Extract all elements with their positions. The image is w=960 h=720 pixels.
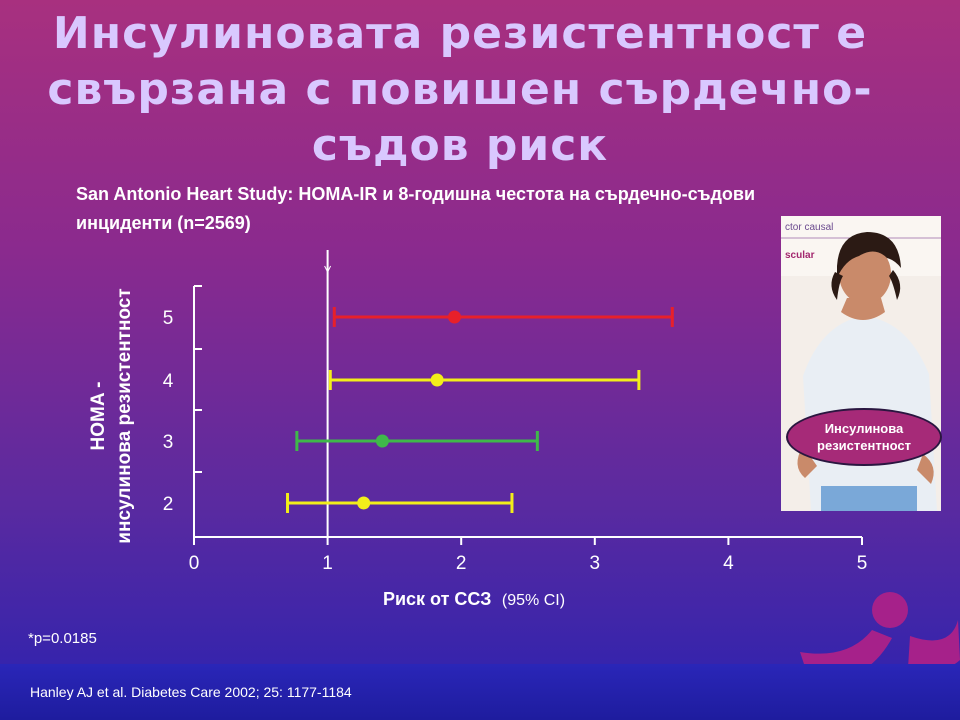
insulin-resistance-badge: Инсулинова резистентност (786, 408, 942, 466)
badge-line2: резистентност (817, 438, 911, 453)
x-tick-label-0: 0 (189, 553, 200, 574)
x-axis-label-suffix: (95% CI) (502, 592, 565, 609)
x-tick-label-2: 2 (456, 553, 467, 574)
point-estimate-5 (448, 310, 462, 324)
x-tick-label-5: 5 (857, 553, 868, 574)
x-tick-label-1: 1 (322, 553, 333, 574)
point-estimate-4 (430, 373, 444, 387)
y-axis-label-line2: инсулинова резистентност (114, 288, 135, 543)
slide-title: Инсулиновата резистентност е свързана с … (47, 8, 873, 171)
x-axis-label-main: Риск от ССЗ (383, 589, 492, 609)
reference-citation: Hanley AJ et al. Diabetes Care 2002; 25:… (30, 684, 352, 700)
reference-arrow (324, 265, 332, 274)
x-tick-label-3: 3 (590, 553, 601, 574)
patient-photo: ctor causal scular (781, 216, 941, 511)
row-label-4: 4 (163, 371, 174, 392)
chart-subtitle: San Antonio Heart Study: HOMA-IR и 8-год… (76, 184, 756, 233)
row-label-5: 5 (163, 308, 174, 329)
badge-line1: Инсулинова (824, 421, 904, 436)
point-estimate-3 (375, 434, 389, 448)
x-axis-label: Риск от ССЗ (95% CI) (383, 589, 565, 609)
y-axis-label-line1: HOMA - (88, 382, 109, 451)
photo-caption-line2: scular (785, 250, 815, 261)
x-tick-label-4: 4 (723, 553, 734, 574)
point-estimate-2 (357, 496, 371, 510)
p-value-note: *p=0.0185 (28, 630, 97, 647)
footer-band (0, 664, 960, 720)
photo-caption-line1: ctor causal (785, 222, 833, 233)
photo-illustration: ctor causal scular (781, 216, 941, 511)
row-label-3: 3 (163, 432, 174, 453)
row-label-2: 2 (163, 494, 174, 515)
